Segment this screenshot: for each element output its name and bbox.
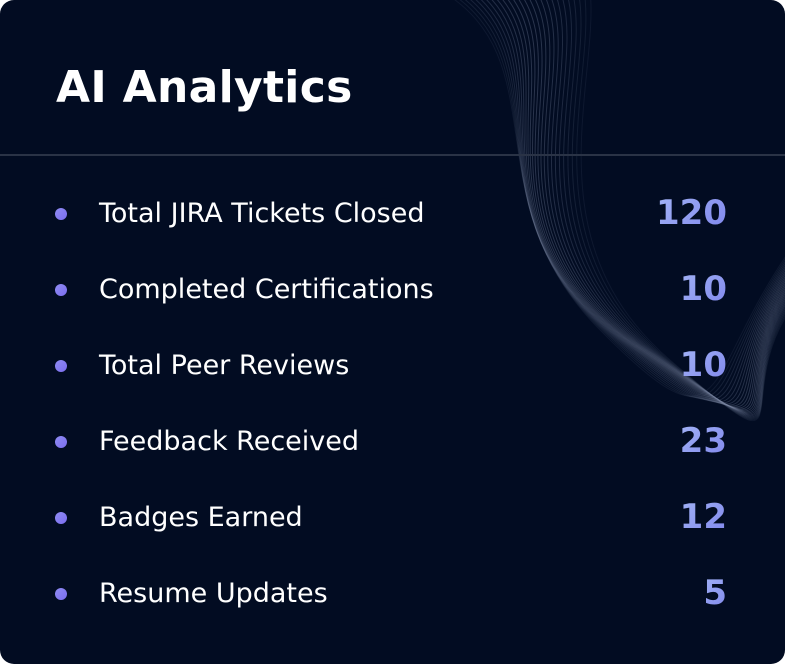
bullet-dot-icon (55, 588, 67, 600)
stat-row-peer-reviews: Total Peer Reviews 10 (0, 330, 785, 406)
stat-value: 5 (703, 573, 727, 613)
stat-row-feedback: Feedback Received 23 (0, 406, 785, 482)
bullet-dot-icon (55, 436, 67, 448)
stat-value: 23 (679, 421, 727, 461)
title-divider (0, 154, 785, 156)
card-title: AI Analytics (56, 62, 353, 113)
stat-label: Resume Updates (99, 578, 328, 609)
stats-list: Total JIRA Tickets Closed 120 Completed … (0, 178, 785, 634)
bullet-dot-icon (55, 284, 67, 296)
stat-label: Feedback Received (99, 426, 360, 457)
bullet-dot-icon (55, 360, 67, 372)
stat-row-jira-tickets: Total JIRA Tickets Closed 120 (0, 178, 785, 254)
stat-row-certifications: Completed Certifications 10 (0, 254, 785, 330)
stat-value: 10 (679, 269, 727, 309)
stat-value: 12 (679, 497, 727, 537)
stat-label: Completed Certifications (99, 274, 434, 305)
stat-label: Total JIRA Tickets Closed (99, 198, 425, 229)
stat-row-badges: Badges Earned 12 (0, 482, 785, 558)
bullet-dot-icon (55, 512, 67, 524)
stat-label: Total Peer Reviews (99, 350, 350, 381)
stat-label: Badges Earned (99, 502, 303, 533)
bullet-dot-icon (55, 208, 67, 220)
stat-value: 10 (679, 345, 727, 385)
stat-row-resume-updates: Resume Updates 5 (0, 558, 785, 634)
stat-value: 120 (656, 193, 727, 233)
